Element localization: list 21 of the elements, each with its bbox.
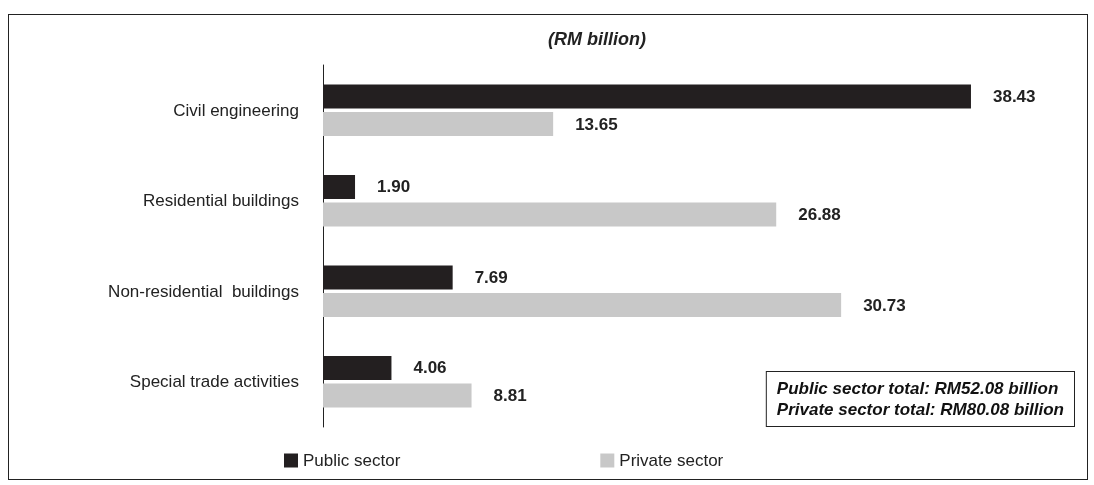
annotation: Public sector total: RM52.08 billion (776, 379, 1059, 398)
chart-title: (RM billion) (548, 29, 646, 49)
data-label: 1.90 (377, 177, 411, 197)
data-label: 26.88 (798, 205, 841, 225)
y-tick-label: Residential buildings (143, 191, 299, 211)
data-label: 38.43 (992, 86, 1036, 106)
data-label: 30.73 (863, 295, 906, 315)
bar (323, 293, 842, 318)
bar (323, 202, 777, 227)
legend-label: Private sector (619, 451, 724, 470)
data-label: 8.81 (493, 386, 527, 406)
legend-label: Public sector (303, 451, 401, 470)
y-tick-label: Non-residential buildings (108, 281, 299, 301)
data-label: 13.65 (575, 114, 618, 134)
annotation: Private sector total: RM80.08 billion (776, 400, 1065, 419)
y-tick-label: Special trade activities (129, 372, 299, 392)
bar (323, 383, 472, 408)
data-label: 7.69 (474, 267, 508, 287)
y-tick-label: Civil engineering (173, 100, 299, 120)
bar (323, 112, 554, 137)
data-label: 4.06 (413, 358, 447, 378)
